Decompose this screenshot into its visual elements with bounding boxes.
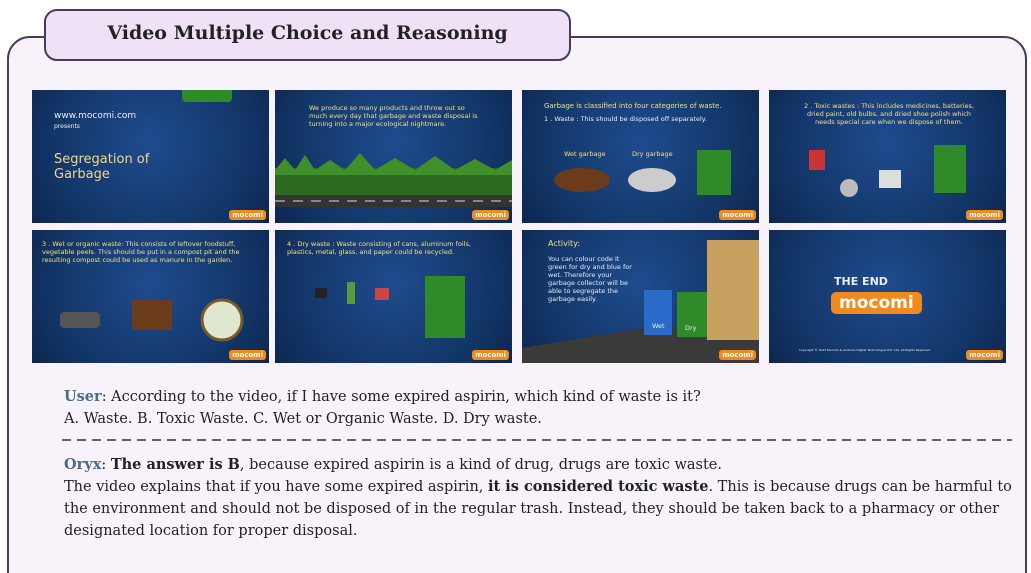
activity-scene <box>522 230 759 363</box>
frame-text: Copyright © 2013 Mocomi & Anibrain Digit… <box>799 348 931 352</box>
answer-bold: The answer is B <box>111 456 240 473</box>
video-frame: 4 . Dry waste : Waste consisting of cans… <box>275 230 512 363</box>
frame-text: Wet <box>652 322 665 330</box>
answer-rest: , because expired aspirin is a kind of d… <box>240 457 722 473</box>
video-frame: THE END mocomi Copyright © 2013 Mocomi &… <box>769 230 1006 363</box>
logo: mocomi <box>472 350 509 360</box>
frame-text: www.mocomi.com <box>54 112 136 120</box>
separator: : <box>101 457 111 473</box>
logo: mocomi <box>719 350 756 360</box>
video-frame: We produce so many products and throw ou… <box>275 90 512 223</box>
answer: Oryx: The answer is B, because expired a… <box>64 454 1014 542</box>
frame-text: THE END <box>834 278 888 286</box>
video-frame: 3 . Wet or organic waste: This consists … <box>32 230 269 363</box>
user-question: User: According to the video, if I have … <box>64 386 1014 408</box>
frame-text: Garbage is classified into four categori… <box>544 102 722 110</box>
logo: mocomi <box>966 350 1003 360</box>
explanation-bold: it is considered toxic waste <box>488 478 708 495</box>
frame-text: 1 . Waste : This should be disposed off … <box>544 115 707 123</box>
logo: mocomi <box>719 210 756 220</box>
video-frame: www.mocomi.com presents Segregation of G… <box>32 90 269 223</box>
frame-text: We produce so many products and throw ou… <box>309 104 479 128</box>
frame-text: 4 . Dry waste : Waste consisting of cans… <box>287 240 487 256</box>
video-frame: Garbage is classified into four categori… <box>522 90 759 223</box>
options: A. Waste. B. Toxic Waste. C. Wet or Orga… <box>64 408 1014 430</box>
frame-text: mocomi <box>831 292 922 314</box>
logo: mocomi <box>966 210 1003 220</box>
frame-text: Segregation of Garbage <box>54 152 184 182</box>
speaker: Oryx <box>64 456 101 473</box>
title: Video Multiple Choice and Reasoning <box>45 22 570 44</box>
frame-text: presents <box>54 123 80 131</box>
logo: mocomi <box>229 210 266 220</box>
question: : According to the video, if I have some… <box>102 389 701 405</box>
frame-text: Dry <box>685 324 697 332</box>
explanation: The video explains that if you have some… <box>64 479 488 495</box>
logo: mocomi <box>472 210 509 220</box>
bin-icon <box>182 90 232 102</box>
logo: mocomi <box>229 350 266 360</box>
video-frame: 2 . Toxic wastes : This includes medicin… <box>769 90 1006 223</box>
frame-text: 2 . Toxic wastes : This includes medicin… <box>799 102 979 126</box>
speaker: User <box>64 388 102 405</box>
page: Video Multiple Choice and Reasoning www.… <box>0 0 1031 573</box>
frame-text: 3 . Wet or organic waste: This consists … <box>42 240 252 264</box>
video-frame: Activity: You can colour code it green f… <box>522 230 759 363</box>
